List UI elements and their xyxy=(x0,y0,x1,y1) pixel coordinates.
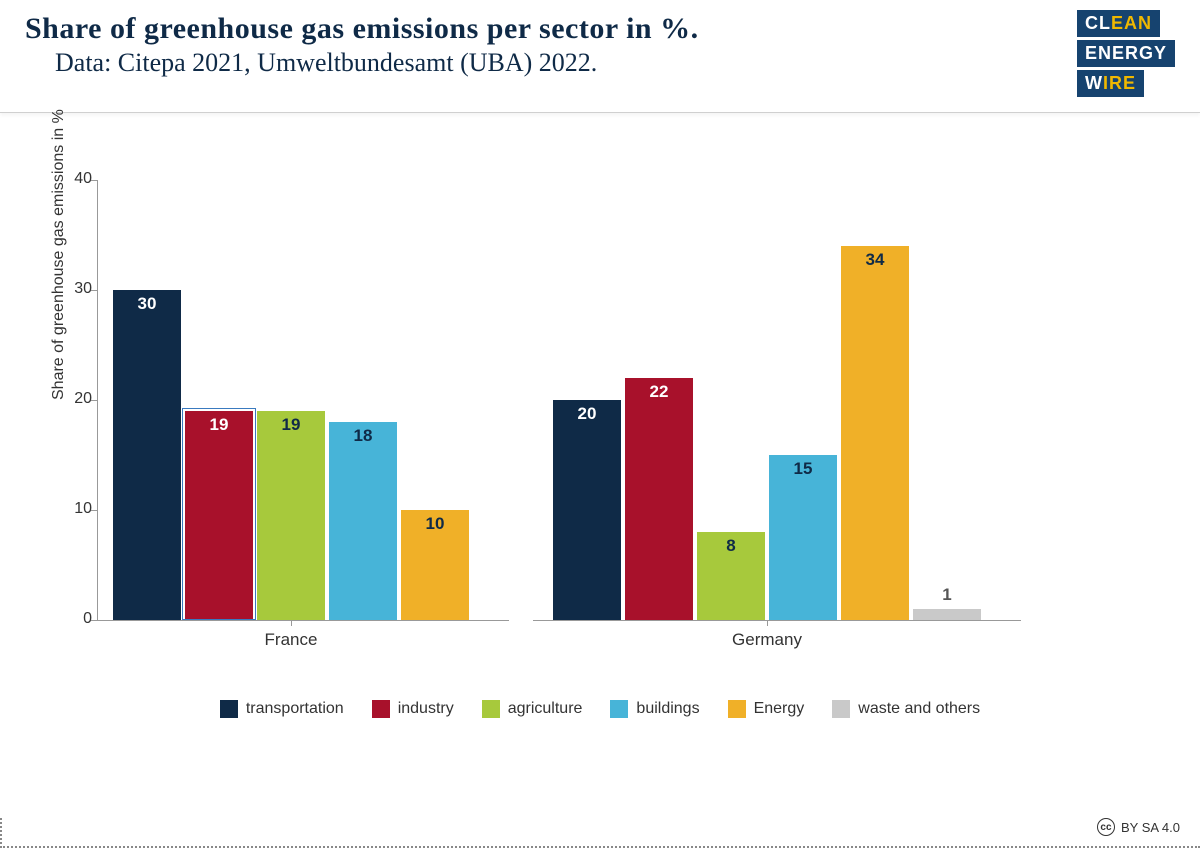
bar-france-agriculture: 19 xyxy=(257,411,325,620)
chart-subtitle: Data: Citepa 2021, Umweltbundesamt (UBA)… xyxy=(55,48,699,78)
chart-title: Share of greenhouse gas emissions per se… xyxy=(25,12,699,46)
clean-energy-wire-logo: CLEAN ENERGY WIRE xyxy=(1077,10,1175,97)
legend-label: Energy xyxy=(754,700,805,718)
license-badge: cc BY SA 4.0 xyxy=(1097,818,1180,836)
license-text: BY SA 4.0 xyxy=(1121,820,1180,835)
bar-germany-waste: 1 xyxy=(913,609,981,620)
legend-item-buildings: buildings xyxy=(610,700,699,718)
x-axis-line xyxy=(533,620,1021,621)
legend-swatch xyxy=(220,700,238,718)
legend-label: industry xyxy=(398,700,454,718)
cc-icon: cc xyxy=(1097,818,1115,836)
header: Share of greenhouse gas emissions per se… xyxy=(0,0,1200,113)
bar-france-buildings: 18 xyxy=(329,422,397,620)
legend-swatch xyxy=(832,700,850,718)
legend-swatch xyxy=(372,700,390,718)
legend-swatch xyxy=(482,700,500,718)
y-axis-label: Share of greenhouse gas emissions in % xyxy=(50,109,68,400)
bar-value-label: 18 xyxy=(329,426,397,446)
legend-label: buildings xyxy=(636,700,699,718)
bar-germany-buildings: 15 xyxy=(769,455,837,620)
logo-line-1: CLEAN xyxy=(1077,10,1160,37)
bar-value-label: 34 xyxy=(841,250,909,270)
bar-value-label: 19 xyxy=(257,415,325,435)
legend-item-transportation: transportation xyxy=(220,700,344,718)
chart-legend: transportation industry agriculture buildin… xyxy=(0,700,1200,718)
y-tick-label: 10 xyxy=(62,500,92,518)
bar-value-label: 15 xyxy=(769,459,837,479)
legend-label: agriculture xyxy=(508,700,583,718)
legend-item-industry: industry xyxy=(372,700,454,718)
y-tick-label: 40 xyxy=(62,170,92,188)
legend-item-waste: waste and others xyxy=(832,700,980,718)
logo-line-3: WIRE xyxy=(1077,70,1144,97)
bar-value-label: 30 xyxy=(113,294,181,314)
bar-germany-industry: 22 xyxy=(625,378,693,620)
bar-germany-transportation: 20 xyxy=(553,400,621,620)
bar-value-label: 10 xyxy=(401,514,469,534)
x-axis-line xyxy=(93,620,509,621)
bar-value-label: 8 xyxy=(697,536,765,556)
left-dotted-border xyxy=(0,818,2,848)
legend-label: transportation xyxy=(246,700,344,718)
bar-value-label: 1 xyxy=(913,585,981,605)
y-axis-line xyxy=(97,180,98,620)
bar-outline xyxy=(182,408,256,620)
legend-label: waste and others xyxy=(858,700,980,718)
logo-line-2: ENERGY xyxy=(1077,40,1175,67)
bar-value-label: 22 xyxy=(625,382,693,402)
legend-item-agriculture: agriculture xyxy=(482,700,583,718)
y-tick-label: 0 xyxy=(62,610,92,628)
y-tick-label: 30 xyxy=(62,280,92,298)
bar-france-transportation: 30 xyxy=(113,290,181,620)
chart-plot-area: 0102030403019191810France2022815341Germa… xyxy=(105,180,1145,620)
bar-value-label: 20 xyxy=(553,404,621,424)
panel-label-germany: Germany xyxy=(707,630,827,650)
legend-swatch xyxy=(610,700,628,718)
bar-germany-energy: 34 xyxy=(841,246,909,620)
panel-label-france: France xyxy=(231,630,351,650)
y-tick-label: 20 xyxy=(62,390,92,408)
legend-swatch xyxy=(728,700,746,718)
legend-item-energy: Energy xyxy=(728,700,805,718)
title-block: Share of greenhouse gas emissions per se… xyxy=(25,10,699,78)
bar-germany-agriculture: 8 xyxy=(697,532,765,620)
bar-france-energy: 10 xyxy=(401,510,469,620)
